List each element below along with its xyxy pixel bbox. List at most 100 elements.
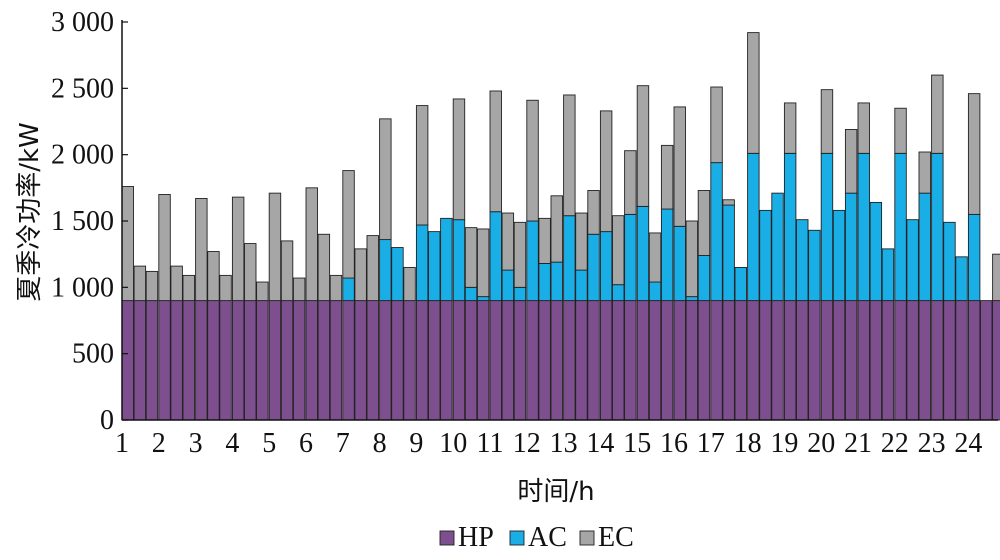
bar-ec-h14-b2: [612, 215, 625, 286]
bar-hp-h15-b2: [648, 300, 662, 421]
bar-ac-h22-b3: [918, 192, 931, 302]
bar-hp-h13-b1: [563, 300, 576, 421]
bar-hp-h12-b2: [538, 300, 551, 421]
bar-hp-h10-b1: [452, 300, 466, 421]
bar-ac-h9-b3: [440, 217, 453, 302]
bar-ac-h12-b1: [526, 220, 539, 302]
bar-hp-h23-b3: [955, 300, 968, 421]
bar-hp-h4-b1: [231, 300, 245, 421]
bar-ac-h7-b1: [342, 277, 355, 302]
bar-hp-h7-b3: [366, 300, 379, 421]
bar-ac-h15-b3: [660, 208, 674, 302]
bar-ec-h17-b2: [722, 199, 735, 206]
y-axis-label: 夏季冷功率/kW: [15, 122, 45, 302]
legend-swatch-ec: [579, 530, 595, 546]
bar-ec-h10-b2: [464, 227, 478, 288]
bar-ec-h10-b3: [476, 228, 490, 298]
x-tick-label: 24: [954, 428, 982, 459]
bar-hp-h24-b3: [992, 300, 1000, 421]
bar-ec-h24-b1: [967, 93, 981, 215]
bar-ec-h24-b3: [992, 253, 1000, 302]
bar-ac-h20-b1: [820, 152, 834, 302]
bar-ec-h12-b3: [550, 195, 563, 263]
bar-ac-h11-b1: [489, 211, 502, 302]
x-tick-label: 19: [770, 428, 798, 459]
x-tick-label: 7: [336, 428, 350, 459]
bar-hp-h12-b1: [526, 300, 539, 421]
bar-hp-h6-b3: [329, 300, 343, 421]
bar-ec-h18-b1: [747, 32, 760, 154]
bar-ac-h18-b3: [771, 192, 784, 302]
bar-ac-h16-b2: [685, 296, 699, 302]
bar-hp-h18-b2: [759, 300, 772, 421]
bar-hp-h21-b2: [869, 300, 883, 421]
bar-ec-h17-b1: [710, 86, 723, 164]
bar-hp-h20-b2: [832, 300, 846, 421]
bar-ac-h18-b2: [759, 209, 772, 302]
bar-ac-h17-b1: [710, 162, 723, 302]
bar-ac-h11-b2: [501, 269, 515, 302]
bar-hp-h16-b1: [673, 300, 686, 421]
bar-ac-h19-b1: [783, 152, 797, 302]
bar-ac-h13-b1: [563, 215, 576, 302]
bar-ec-h13-b3: [587, 190, 600, 235]
bar-hp-h2-b2: [170, 300, 183, 421]
bar-hp-h1-b2: [133, 300, 147, 421]
bar-ac-h18-b1: [747, 152, 760, 302]
bar-hp-h20-b1: [820, 300, 834, 421]
y-tick-label: 0: [100, 405, 114, 436]
bar-hp-h24-b1: [967, 300, 981, 421]
bar-ec-h5-b2: [280, 240, 294, 302]
bar-ec-h15-b3: [660, 144, 674, 210]
x-tick-label: 15: [623, 428, 651, 459]
bar-ec-h4-b2: [244, 243, 257, 302]
bar-hp-h12-b3: [550, 300, 563, 421]
bar-hp-h10-b3: [476, 300, 490, 421]
bar-hp-h8-b3: [403, 300, 416, 421]
legend: HP AC EC: [439, 522, 634, 553]
legend-label-hp: HP: [458, 522, 494, 553]
bar-hp-h3-b1: [195, 300, 208, 421]
bar-ec-h6-b1: [305, 187, 318, 302]
x-tick-label: 14: [586, 428, 614, 459]
bar-ec-h4-b1: [231, 196, 245, 302]
bar-ec-h13-b2: [575, 212, 588, 271]
bar-hp-h5-b2: [280, 300, 294, 421]
bar-ac-h23-b1: [931, 152, 944, 302]
bar-hp-h10-b2: [464, 300, 478, 421]
bar-ec-h22-b3: [918, 151, 931, 194]
y-tick-labels: 0 500 1 000 1 500 2 000 2 500 3 000: [51, 7, 114, 436]
bar-ec-h7-b3: [366, 235, 379, 302]
x-tick-label: 17: [697, 428, 725, 459]
bar-ec-h6-b3: [329, 274, 343, 302]
bar-ec-h7-b1: [342, 170, 355, 279]
bar-ec-h11-b2: [501, 212, 515, 271]
bar-ac-h15-b1: [636, 205, 650, 302]
bar-ec-h8-b3: [403, 266, 416, 302]
bar-ac-h24-b1: [967, 213, 981, 302]
bar-ac-h9-b2: [428, 231, 441, 302]
bar-ac-h23-b2: [943, 221, 956, 302]
bar-hp-h19-b2: [796, 300, 809, 421]
bar-hp-h19-b1: [783, 300, 797, 421]
x-tick-label: 5: [262, 428, 276, 459]
bar-ec-h5-b3: [292, 277, 306, 302]
bar-hp-h1-b3: [145, 300, 159, 421]
bar-ac-h22-b2: [906, 219, 919, 302]
bar-ac-h21-b1: [857, 152, 870, 302]
bar-hp-h23-b2: [943, 300, 956, 421]
bar-hp-h21-b1: [857, 300, 870, 421]
bar-ac-h16-b1: [673, 225, 686, 302]
bar-ac-h12-b2: [538, 263, 551, 302]
x-tick-label: 11: [477, 428, 504, 459]
x-tick-label: 10: [439, 428, 467, 459]
y-tick-label: 3 000: [51, 7, 114, 38]
bar-hp-h14-b1: [599, 300, 613, 421]
bar-ec-h7-b2: [354, 248, 367, 302]
bar-ec-h2-b2: [170, 265, 183, 302]
bar-ac-h17-b3: [734, 266, 747, 302]
bar-hp-h3-b2: [207, 300, 220, 421]
x-tick-label: 9: [409, 428, 423, 459]
bar-ec-h2-b1: [158, 194, 171, 302]
bar-hp-h2-b1: [158, 300, 171, 421]
